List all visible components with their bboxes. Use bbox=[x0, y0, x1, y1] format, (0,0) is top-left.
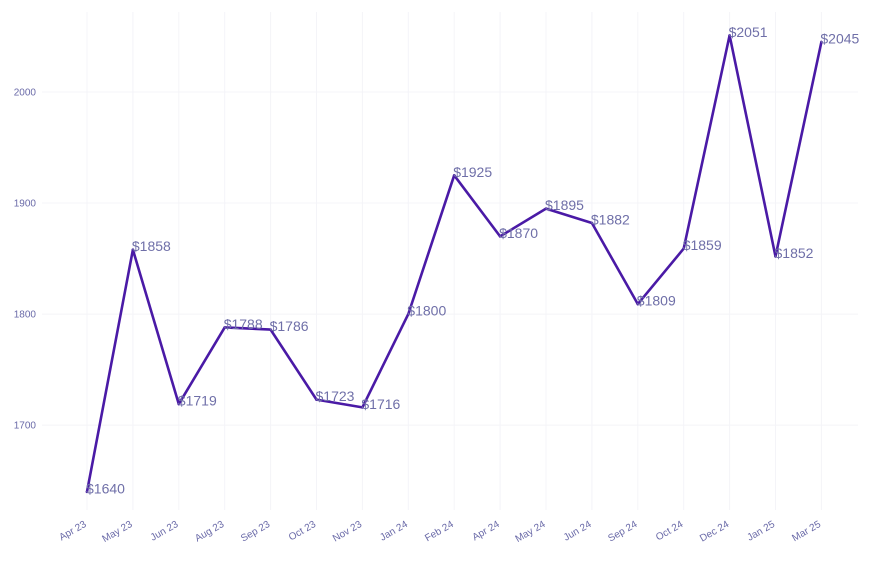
x-tick-label: Aug 23 bbox=[193, 519, 226, 545]
data-label: $1895 bbox=[545, 197, 584, 213]
x-tick-label: Nov 23 bbox=[331, 519, 364, 545]
x-tick-label: Dec 24 bbox=[698, 519, 731, 545]
data-label: $1719 bbox=[178, 393, 217, 409]
data-point bbox=[820, 40, 823, 44]
data-point bbox=[728, 34, 731, 37]
data-label: $1870 bbox=[499, 225, 538, 241]
data-label: $1800 bbox=[407, 303, 446, 319]
data-point bbox=[498, 235, 502, 238]
data-label: $2051 bbox=[729, 24, 768, 40]
data-label: $1925 bbox=[453, 164, 492, 180]
x-tick-label: Apr 23 bbox=[57, 519, 88, 543]
data-point bbox=[131, 248, 135, 251]
x-tick-label: Sep 24 bbox=[606, 519, 639, 545]
data-point bbox=[223, 326, 226, 329]
data-point bbox=[682, 247, 685, 250]
data-label: $1809 bbox=[637, 293, 676, 309]
x-tick-label: Mar 25 bbox=[790, 519, 823, 544]
data-label: $1723 bbox=[316, 388, 355, 404]
data-point bbox=[407, 312, 410, 316]
data-point bbox=[636, 302, 640, 306]
data-label: $1859 bbox=[683, 237, 722, 253]
data-label: $1788 bbox=[224, 316, 263, 332]
data-point bbox=[315, 398, 318, 401]
data-point bbox=[177, 402, 181, 406]
x-tick-label: Oct 23 bbox=[287, 519, 318, 543]
data-point bbox=[452, 173, 456, 177]
data-label: $1716 bbox=[361, 396, 400, 412]
y-tick-label: 2000 bbox=[14, 88, 37, 99]
data-label: $1882 bbox=[591, 212, 630, 228]
data-point bbox=[85, 490, 89, 494]
x-tick-label: Feb 24 bbox=[423, 519, 456, 544]
y-tick-label: 1800 bbox=[14, 310, 37, 321]
x-tick-label: Oct 24 bbox=[654, 519, 685, 543]
y-tick-label: 1700 bbox=[14, 421, 37, 432]
data-label: $1786 bbox=[270, 318, 309, 334]
x-tick-label: Jan 24 bbox=[378, 519, 410, 544]
x-tick-label: May 23 bbox=[100, 519, 134, 545]
x-tick-label: Jan 25 bbox=[745, 519, 777, 544]
data-label: $2045 bbox=[820, 31, 859, 47]
data-label: $1852 bbox=[775, 245, 814, 261]
data-point bbox=[774, 255, 777, 258]
x-tick-label: Jun 24 bbox=[562, 519, 594, 544]
x-tick-label: Apr 24 bbox=[471, 519, 502, 543]
data-point bbox=[361, 406, 364, 409]
x-tick-label: May 24 bbox=[514, 519, 548, 545]
data-point bbox=[269, 328, 272, 331]
x-tick-label: Sep 23 bbox=[239, 519, 272, 545]
data-point bbox=[544, 207, 548, 210]
data-label: $1858 bbox=[132, 238, 171, 254]
y-tick-label: 1900 bbox=[14, 199, 37, 210]
data-point bbox=[590, 221, 594, 225]
x-tick-label: Jun 23 bbox=[149, 519, 181, 544]
data-label: $1640 bbox=[86, 480, 125, 496]
